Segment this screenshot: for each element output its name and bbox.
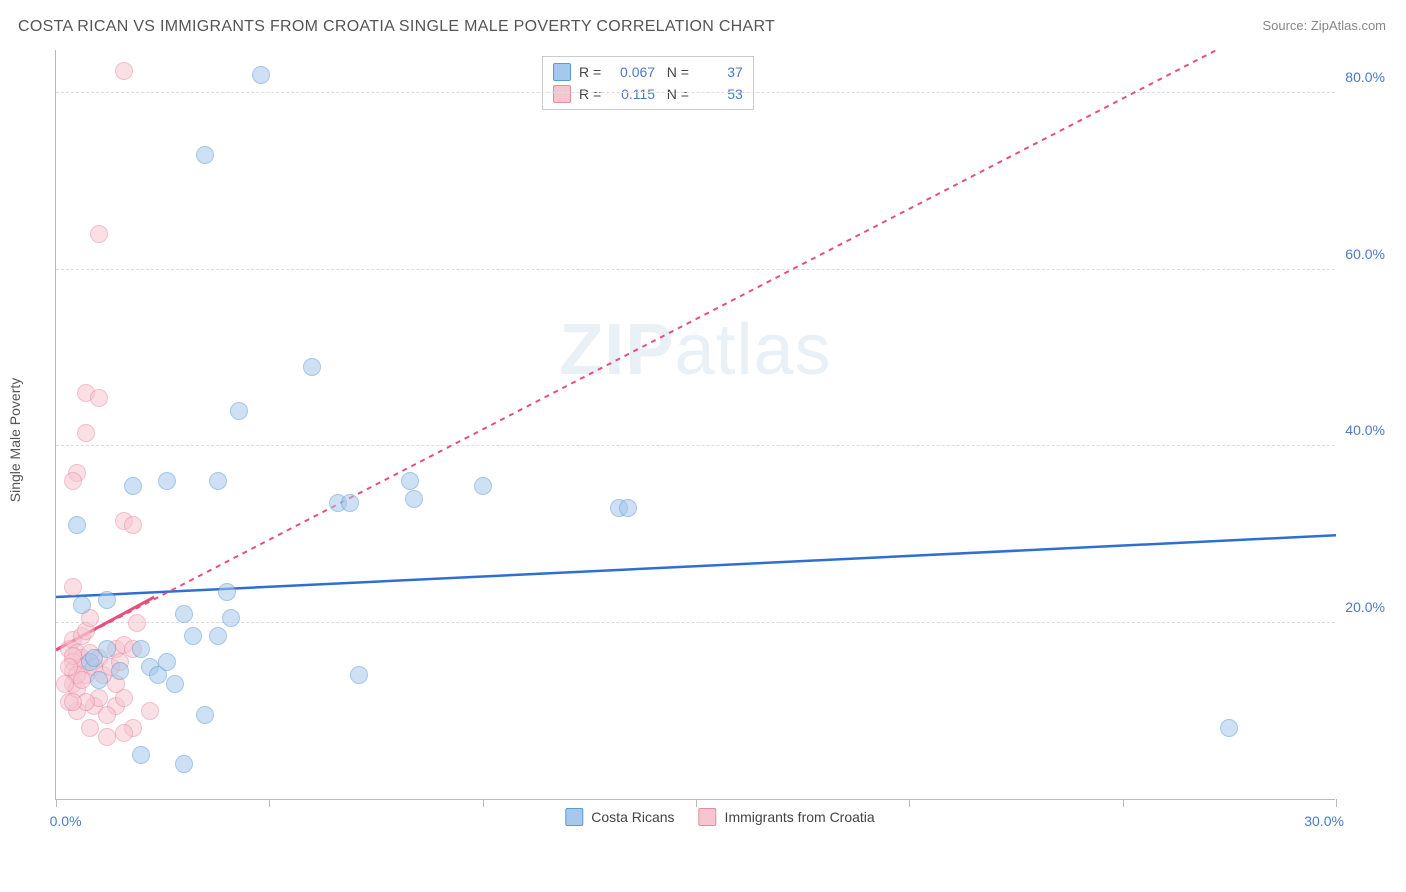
data-point [81,719,99,737]
data-point [132,640,150,658]
series-legend: Costa Ricans Immigrants from Croatia [565,808,874,826]
x-tick [909,799,910,807]
legend-swatch-pink [699,808,717,826]
data-point [474,477,492,495]
legend-row-costa-rican: R = 0.067 N = 37 [553,61,743,83]
legend-swatch-pink [553,85,571,103]
data-point [68,516,86,534]
data-point [184,627,202,645]
data-point [158,472,176,490]
x-tick [696,799,697,807]
data-point [196,706,214,724]
data-point [115,62,133,80]
data-point [209,627,227,645]
x-tick [269,799,270,807]
legend-swatch-blue [553,63,571,81]
data-point [619,499,637,517]
data-point [1220,719,1238,737]
source-attribution: Source: ZipAtlas.com [1262,18,1386,33]
gridline [56,92,1335,93]
y-tick-label: 60.0% [1345,246,1385,262]
data-point [56,675,74,693]
data-point [85,649,103,667]
data-point [303,358,321,376]
data-point [98,591,116,609]
data-point [209,472,227,490]
gridline [56,445,1335,446]
gridline [56,622,1335,623]
data-point [64,693,82,711]
legend-swatch-blue [565,808,583,826]
data-point [124,477,142,495]
data-point [350,666,368,684]
data-point [98,706,116,724]
y-axis-label: Single Male Poverty [7,378,23,503]
data-point [175,755,193,773]
data-point [90,225,108,243]
data-point [73,671,91,689]
data-point [90,389,108,407]
data-point [73,596,91,614]
data-point [196,146,214,164]
y-tick-label: 80.0% [1345,69,1385,85]
data-point [90,671,108,689]
chart-title: COSTA RICAN VS IMMIGRANTS FROM CROATIA S… [18,18,775,36]
data-point [175,605,193,623]
data-point [141,702,159,720]
trend-lines [56,50,1336,800]
correlation-legend: R = 0.067 N = 37 R = 0.115 N = 53 [542,56,754,110]
x-tick-label: 30.0% [1304,813,1344,829]
legend-row-croatia: R = 0.115 N = 53 [553,83,743,105]
data-point [218,583,236,601]
data-point [64,578,82,596]
data-point [132,746,150,764]
data-point [98,728,116,746]
data-point [401,472,419,490]
chart-container: Single Male Poverty ZIPatlas R = 0.067 N… [55,50,1385,830]
y-tick-label: 20.0% [1345,599,1385,615]
data-point [111,662,129,680]
plot-area: ZIPatlas R = 0.067 N = 37 R = 0.115 N = … [55,50,1335,800]
data-point [166,675,184,693]
x-tick [1123,799,1124,807]
legend-item-croatia: Immigrants from Croatia [699,808,875,826]
data-point [64,472,82,490]
legend-item-costa-ricans: Costa Ricans [565,808,674,826]
data-point [252,66,270,84]
x-tick [56,799,57,807]
data-point [124,516,142,534]
data-point [230,402,248,420]
gridline [56,269,1335,270]
data-point [405,490,423,508]
data-point [128,614,146,632]
x-tick-label: 0.0% [50,813,82,829]
x-tick [483,799,484,807]
watermark: ZIPatlas [559,309,831,391]
data-point [77,424,95,442]
x-tick [1336,799,1337,807]
y-tick-label: 40.0% [1345,422,1385,438]
data-point [341,494,359,512]
data-point [222,609,240,627]
data-point [158,653,176,671]
data-point [115,724,133,742]
